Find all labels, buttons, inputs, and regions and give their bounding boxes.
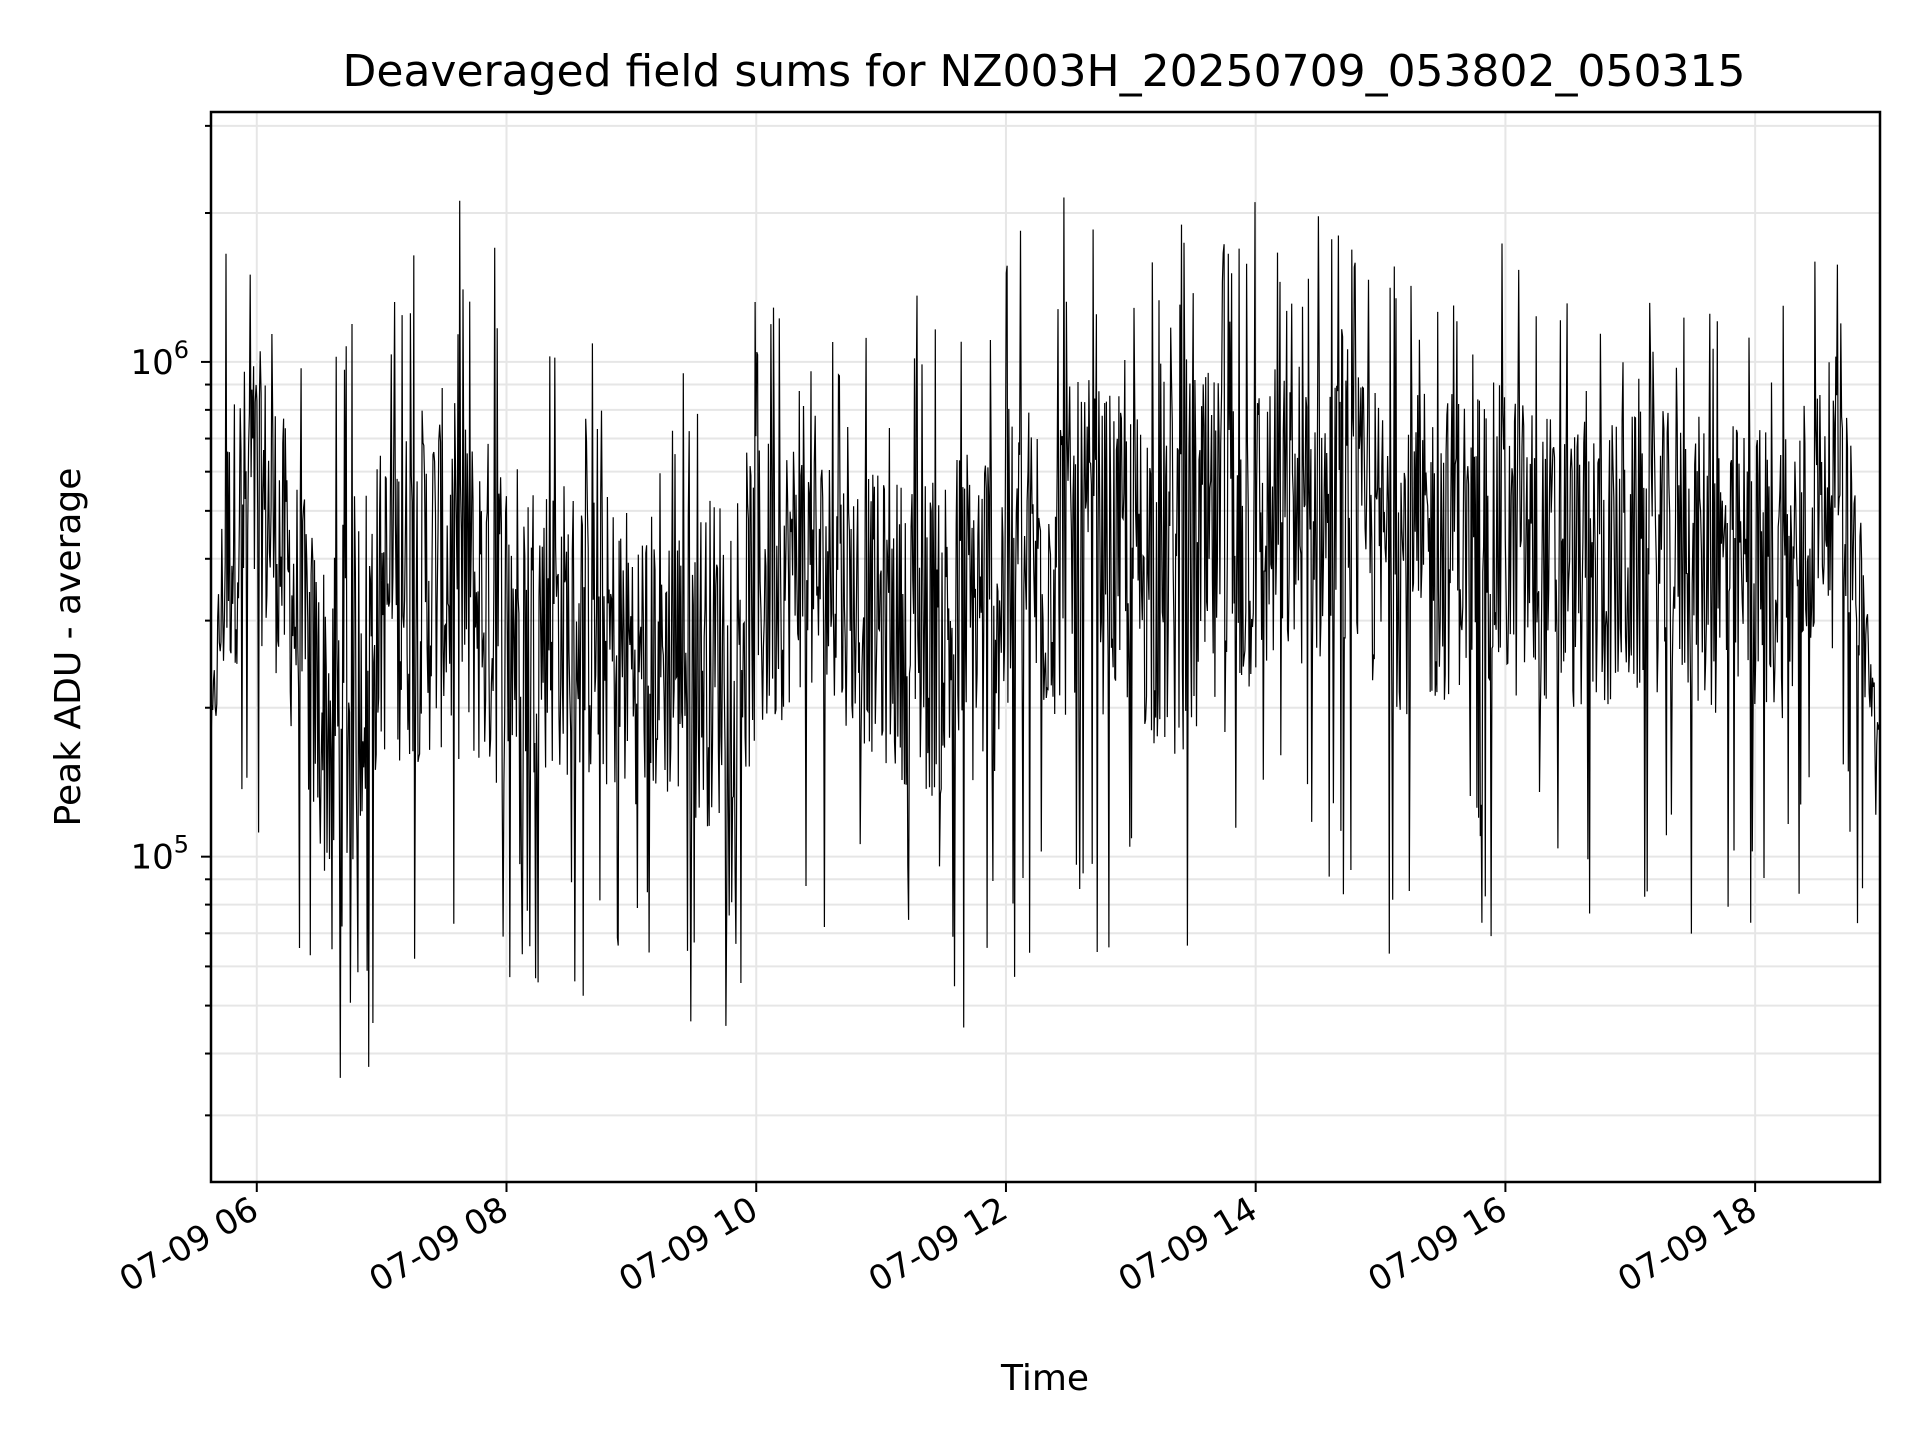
y-tick-label: 106 (130, 336, 189, 383)
y-axis-ticks: 105 106 (130, 124, 211, 1117)
grid (211, 112, 1880, 1182)
chart-title: Deaveraged field sums for NZ003H_2025070… (343, 46, 1746, 97)
x-tick-label: 07-09 12 (862, 1189, 1014, 1300)
data-line (210, 197, 1881, 1078)
x-axis-label: Time (1000, 1358, 1089, 1399)
x-tick-label: 07-09 06 (113, 1189, 265, 1300)
x-axis-ticks: 07-09 06 07-09 08 07-09 10 07-09 12 07-09 14… (113, 1182, 1764, 1300)
x-tick-label: 07-09 18 (1611, 1189, 1763, 1300)
x-tick-label: 07-09 08 (363, 1189, 515, 1300)
y-axis-label: Peak ADU - average (48, 468, 89, 827)
x-tick-label: 07-09 16 (1362, 1189, 1514, 1300)
series-line (210, 197, 1881, 1078)
x-tick-label: 07-09 10 (612, 1189, 764, 1300)
x-tick-label: 07-09 14 (1112, 1189, 1264, 1300)
y-tick-label: 105 (130, 831, 189, 878)
plot-frame (209, 110, 1882, 1184)
